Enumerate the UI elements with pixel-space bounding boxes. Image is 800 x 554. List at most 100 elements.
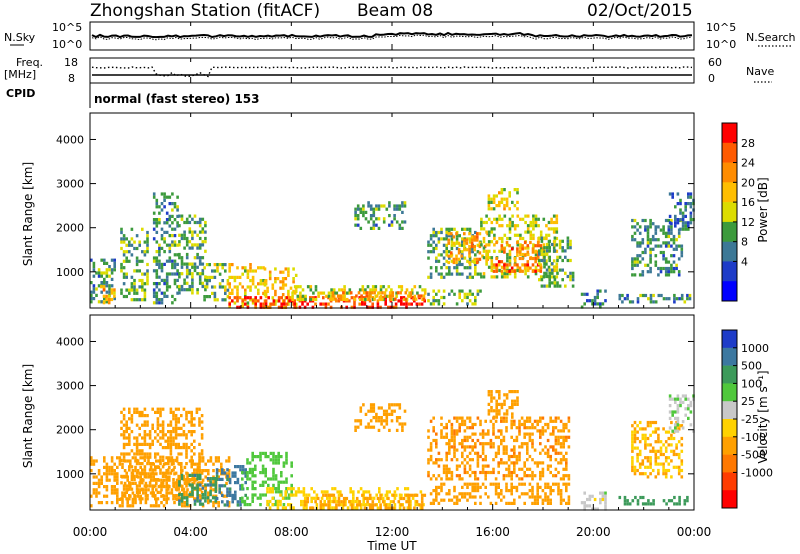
power-cell [641, 257, 645, 261]
vel-cell [437, 464, 441, 468]
vel-cell [139, 456, 142, 460]
vel-cell [144, 491, 148, 495]
vel-cell [670, 420, 673, 425]
power-cell [155, 224, 159, 228]
vel-cell [236, 500, 240, 504]
power-cell [593, 299, 597, 303]
power-region [178, 214, 207, 295]
vel-cell [169, 439, 173, 443]
power-cell [284, 283, 288, 287]
power-cell [453, 243, 456, 247]
vel-cell [248, 467, 252, 471]
power-cell [168, 214, 172, 218]
power-cell [526, 230, 530, 234]
power-cell [314, 285, 318, 289]
power-cell [221, 263, 224, 267]
vel-cell [95, 494, 98, 498]
vel-cell [217, 456, 220, 460]
power-cell [400, 302, 403, 306]
power-cell [201, 284, 205, 289]
vel-cell [180, 468, 183, 472]
power-cell [644, 218, 647, 223]
vel-cell [518, 429, 521, 433]
power-cell [324, 302, 328, 306]
power-cell [163, 192, 166, 196]
vel-cell [544, 492, 547, 496]
vel-cell [526, 467, 529, 471]
power-cell [288, 299, 291, 303]
power-cell [420, 302, 424, 306]
vel-cell [544, 482, 547, 486]
colorbar-swatch [722, 142, 737, 163]
vel-cell [515, 474, 519, 478]
power-cell [238, 282, 242, 286]
power-cell [450, 259, 454, 263]
power-cell [125, 294, 128, 299]
vel-cell [450, 435, 454, 439]
power-cell [218, 282, 222, 286]
vel-cell [382, 412, 386, 416]
vel-cell [116, 491, 119, 495]
power-cell [676, 192, 680, 196]
power-cell [274, 302, 277, 306]
vel-cell [641, 502, 645, 506]
power-cell [171, 266, 174, 270]
vel-cell [195, 410, 199, 414]
power-cell [461, 227, 464, 231]
power-cell [463, 248, 466, 252]
power-cell [468, 240, 472, 244]
power-cell [555, 275, 559, 279]
power-cell [213, 291, 217, 295]
power-cell [545, 252, 549, 256]
power-cell [201, 272, 205, 276]
power-cell [294, 302, 298, 306]
vel-cell [174, 430, 178, 434]
vel-cell [450, 445, 454, 449]
vel-cell [248, 461, 252, 465]
vel-cell [644, 472, 647, 476]
vel-cell [264, 474, 267, 478]
vel-cell [110, 456, 114, 460]
vel-cell [562, 426, 565, 430]
vel-cell [110, 469, 114, 473]
power-cell [392, 305, 395, 309]
vel-cell [151, 490, 154, 494]
power-cell [236, 288, 239, 292]
vel-cell [375, 412, 378, 416]
vel-cell [395, 403, 399, 407]
vel-cell [674, 400, 677, 404]
vel-cell [562, 498, 565, 502]
vel-cell [122, 433, 126, 437]
power-cell [461, 237, 464, 241]
vel-cell [277, 487, 280, 491]
vel-cell [502, 451, 506, 455]
vel-cell [138, 442, 141, 446]
power-cell [402, 296, 406, 300]
vel-cell [120, 458, 123, 462]
power-cell [534, 265, 538, 269]
vel-cell [118, 456, 122, 460]
vel-cell [196, 496, 199, 500]
power-cell [644, 263, 647, 267]
vel-cell [363, 496, 367, 501]
vel-cell [173, 501, 176, 505]
vel-cell [359, 506, 363, 510]
power-cell [677, 273, 681, 277]
power-cell [171, 243, 174, 247]
vel-cell [254, 487, 257, 491]
vel-cell [497, 492, 500, 496]
vel-cell [182, 446, 186, 450]
vel-cell [196, 477, 199, 481]
vel-cell [227, 504, 231, 508]
power-cell [485, 230, 488, 234]
vel-cell [664, 468, 668, 473]
power-cell [367, 204, 370, 208]
vel-cell [549, 454, 552, 459]
power-cell [372, 220, 376, 224]
vel-cell [294, 490, 298, 494]
power-cell [339, 297, 343, 301]
vel-cell [174, 471, 178, 475]
power-cell [281, 283, 285, 287]
power-cell [143, 288, 147, 292]
vel-cell [363, 506, 367, 510]
